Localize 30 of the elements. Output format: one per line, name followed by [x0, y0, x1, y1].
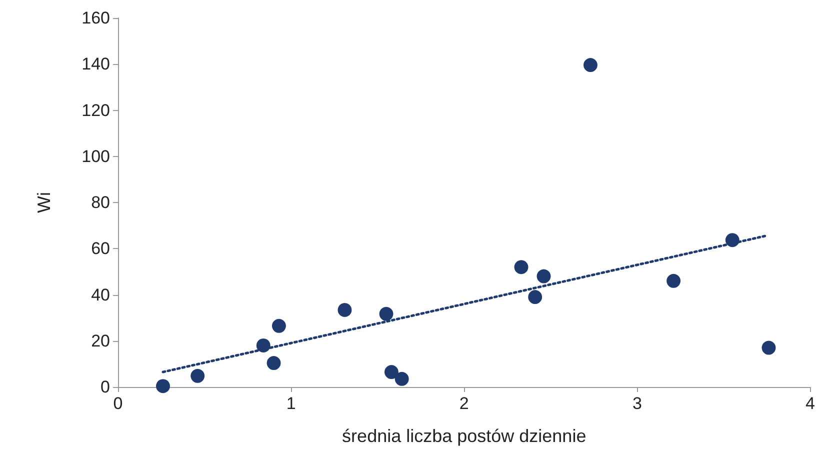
- y-axis-title: Wi: [34, 192, 54, 213]
- point: [338, 302, 352, 317]
- point: [583, 58, 598, 72]
- y-tick-label: 20: [91, 331, 110, 350]
- point: [190, 368, 205, 383]
- point: [156, 379, 170, 394]
- point: [666, 274, 681, 288]
- y-tick-label: 160: [82, 8, 110, 28]
- point: [272, 318, 286, 333]
- y-tick-label: 140: [82, 54, 110, 74]
- y-tick-label: 80: [91, 193, 110, 212]
- x-tick-label: 2: [459, 394, 469, 413]
- point: [266, 356, 281, 370]
- point: [394, 372, 409, 386]
- x-tick-label: 4: [806, 394, 816, 413]
- x-axis-title: średnia liczba postów dziennie: [342, 426, 586, 446]
- y-tick-label: 120: [82, 100, 110, 120]
- point: [379, 306, 394, 321]
- y-tick-label: 40: [91, 285, 110, 304]
- y-tick-label: 100: [82, 146, 110, 166]
- x-tick-label: 0: [113, 394, 123, 413]
- point: [528, 290, 542, 304]
- point: [384, 365, 398, 380]
- point: [536, 269, 551, 284]
- point: [762, 340, 776, 355]
- y-tick-label: 0: [100, 378, 110, 396]
- y-tick-label: 60: [91, 239, 110, 258]
- x-tick-label: 3: [632, 394, 642, 413]
- x-tick-label: 1: [286, 394, 296, 413]
- point: [514, 260, 528, 274]
